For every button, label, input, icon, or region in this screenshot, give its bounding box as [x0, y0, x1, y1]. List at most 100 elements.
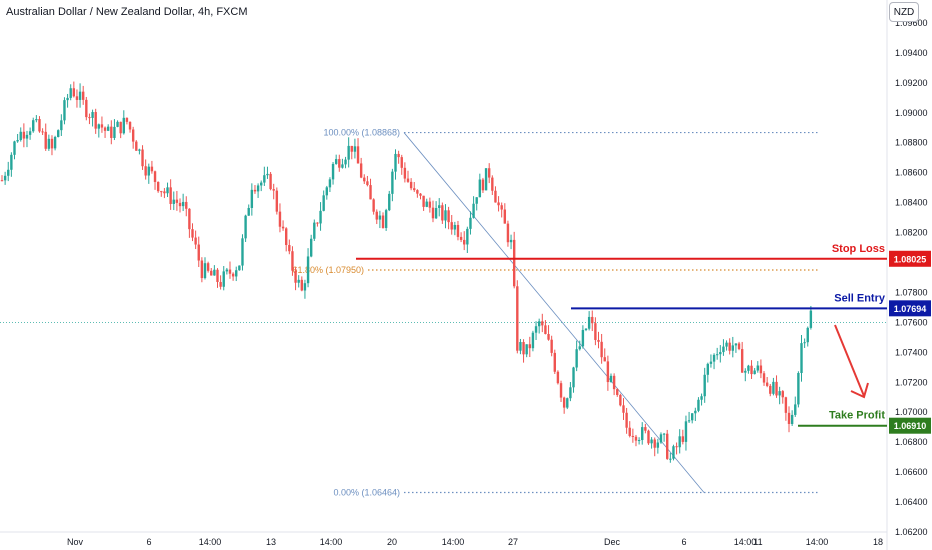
candle-body — [600, 341, 603, 358]
candle-body — [319, 210, 322, 224]
candle-body — [806, 327, 809, 343]
candle-body — [3, 175, 7, 181]
candle-body — [141, 149, 144, 167]
stop-loss-label: Stop Loss — [832, 243, 885, 255]
candle-body — [381, 215, 385, 228]
candle-body — [85, 99, 88, 118]
candle-body — [647, 430, 650, 444]
candle-body — [544, 325, 547, 335]
y-tick-label: 1.09400 — [895, 48, 928, 58]
candle-body — [762, 373, 766, 383]
y-tick-label: 1.06200 — [895, 527, 928, 537]
candle-body — [438, 205, 441, 209]
candle-body — [22, 131, 26, 139]
candle-body — [534, 326, 538, 333]
candle-body — [13, 141, 16, 155]
candle-body — [206, 263, 210, 271]
candle-body — [28, 131, 32, 135]
candle-body — [125, 117, 129, 122]
candle-body — [765, 382, 769, 386]
take-profit-price-tag — [889, 417, 931, 434]
candle-body — [775, 381, 778, 396]
candle-body — [353, 146, 357, 152]
candle-body — [428, 201, 432, 208]
candle-body — [744, 370, 747, 373]
candle-body — [553, 352, 556, 372]
candle-body — [281, 226, 285, 229]
candle-body — [66, 97, 69, 101]
candle-body — [238, 265, 241, 271]
candle-body — [525, 344, 528, 355]
candle-body — [191, 229, 194, 238]
candle-body — [7, 169, 10, 176]
candle-body — [444, 210, 447, 221]
candle-body — [769, 385, 772, 394]
candle-body — [778, 391, 781, 396]
candle-body — [309, 238, 313, 257]
candle-body — [263, 175, 266, 183]
candle-body — [197, 244, 200, 261]
candle-body — [559, 383, 563, 398]
candle-body — [509, 239, 513, 243]
candle-body — [578, 346, 581, 350]
candle-body — [225, 269, 229, 272]
candle-body — [119, 121, 122, 134]
x-tick-label: 18 — [873, 537, 883, 547]
candle-body — [650, 439, 653, 444]
candle-body — [403, 167, 407, 179]
candle-body — [734, 343, 738, 346]
candle-body — [475, 197, 478, 204]
candle-body — [453, 224, 457, 230]
candle-body — [350, 145, 353, 152]
candle-body — [556, 371, 560, 384]
candle-body — [488, 168, 491, 178]
candle-body — [347, 145, 350, 160]
candle-body — [500, 205, 503, 210]
candle-body — [181, 201, 185, 207]
candle-body — [731, 345, 734, 351]
candle-body — [422, 195, 425, 207]
candle-body — [800, 343, 803, 374]
candle-body — [587, 316, 591, 329]
candle-body — [594, 323, 597, 340]
chart-title: Australian Dollar / New Zealand Dollar, … — [6, 6, 248, 18]
candle-body — [172, 199, 175, 204]
candle-body — [712, 354, 716, 362]
candle-body — [784, 397, 788, 413]
candle-body — [569, 387, 572, 399]
candle-body — [531, 332, 535, 349]
candle-body — [331, 163, 335, 180]
candle-body — [597, 339, 600, 342]
candle-body — [210, 270, 213, 276]
candle-body — [163, 191, 166, 194]
candle-body — [247, 207, 250, 216]
candle-body — [406, 178, 410, 182]
candle-body — [94, 112, 97, 129]
candle-body — [431, 207, 435, 219]
candle-body — [269, 173, 272, 190]
candle-body — [591, 316, 594, 324]
candle-body — [122, 117, 125, 134]
x-tick-label: 14:00 — [442, 537, 465, 547]
currency-button[interactable]: NZD — [889, 2, 919, 22]
candle-body — [400, 157, 403, 168]
x-tick-label: 14:00 — [320, 537, 343, 547]
candle-body — [391, 171, 394, 194]
candle-body — [519, 342, 522, 351]
candle-body — [41, 131, 44, 133]
candle-body — [566, 398, 569, 408]
candle-body — [584, 328, 588, 331]
candle-body — [675, 446, 678, 448]
candle-body — [60, 120, 63, 131]
y-tick-label: 1.06800 — [895, 437, 928, 447]
candle-body — [484, 168, 488, 191]
candle-body — [672, 446, 675, 459]
candle-body — [747, 365, 750, 371]
candle-body — [425, 201, 428, 207]
candle-body — [662, 433, 666, 435]
y-tick-label: 1.07800 — [895, 287, 928, 297]
candle-body — [113, 126, 116, 138]
candle-body — [285, 228, 288, 246]
candle-body — [325, 187, 328, 196]
